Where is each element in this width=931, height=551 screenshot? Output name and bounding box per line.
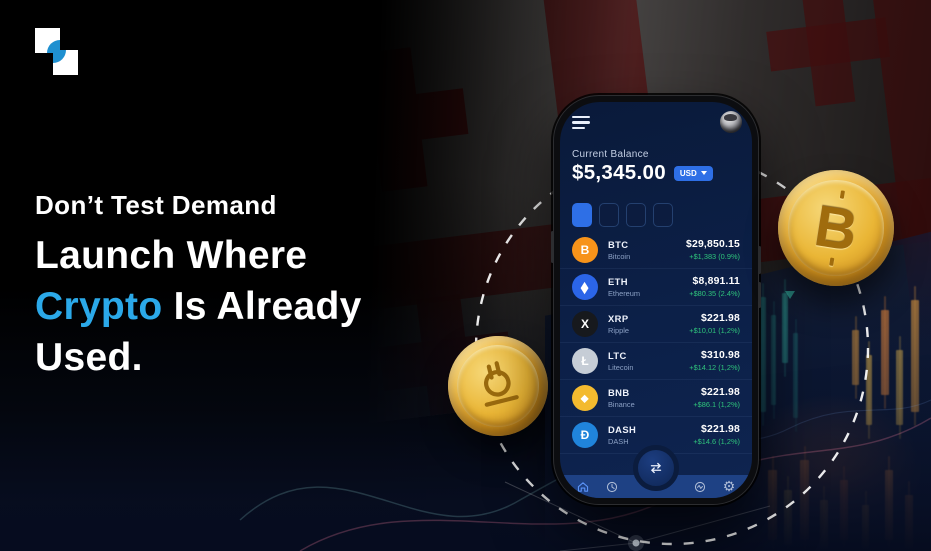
- asset-symbol: BNB: [608, 387, 630, 398]
- asset-filter-tab[interactable]: [653, 203, 673, 227]
- asset-symbol: XRP: [608, 313, 629, 324]
- balance-value: $5,345.00: [572, 161, 666, 184]
- asset-change: +$86.1 (1,2%): [693, 400, 740, 409]
- xrp-icon: X: [572, 311, 598, 337]
- headline-line4: Used.: [35, 336, 143, 379]
- bitcoin-gold-coin: B: [778, 170, 894, 286]
- phone-mockup: Current Balance $5,345.00 USD B BTC Bitc…: [551, 95, 761, 505]
- asset-row[interactable]: ◆ BNB Binance $221.98 +$86.1 (1,2%): [560, 380, 752, 417]
- asset-filter-tab[interactable]: [599, 203, 619, 227]
- user-avatar[interactable]: [720, 111, 742, 133]
- asset-name: Bitcoin: [608, 252, 631, 261]
- headline-line3: Crypto Is Already: [35, 281, 362, 332]
- asset-row[interactable]: Ł LTC Litecoin $310.98 +$14.12 (1,2%): [560, 343, 752, 380]
- asset-filter-tab[interactable]: [572, 203, 592, 227]
- asset-price: $221.98: [701, 424, 740, 435]
- eth-icon: ◆: [572, 274, 598, 300]
- asset-row[interactable]: B BTC Bitcoin $29,850.15 +$1,383 (0.9%): [560, 232, 752, 269]
- asset-price: $221.98: [701, 313, 740, 324]
- asset-name: Binance: [608, 400, 635, 409]
- bitcoin-symbol-icon: B: [810, 189, 862, 266]
- asset-symbol: BTC: [608, 239, 629, 250]
- asset-name: Ethereum: [608, 289, 641, 298]
- swap-button[interactable]: [633, 445, 679, 491]
- headline-line2: Launch Where: [35, 234, 308, 277]
- asset-price: $310.98: [701, 350, 740, 361]
- headline-highlight: Crypto: [35, 285, 163, 328]
- currency-selector[interactable]: USD: [673, 165, 713, 181]
- asset-symbol: DASH: [608, 424, 637, 435]
- asset-name: Litecoin: [608, 363, 634, 372]
- headline-line1: Don’t Test Demand: [35, 190, 277, 220]
- swap-arrows-icon: [650, 462, 662, 474]
- asset-symbol: ETH: [608, 276, 628, 287]
- asset-price: $29,850.15: [685, 239, 740, 250]
- hamburger-menu-icon[interactable]: [572, 116, 590, 132]
- lari-symbol-icon: [484, 361, 519, 407]
- dash-icon: Đ: [572, 422, 598, 448]
- asset-change: +$1,383 (0.9%): [689, 252, 740, 261]
- asset-name: Ripple: [608, 326, 629, 335]
- history-clock-icon[interactable]: [605, 480, 619, 494]
- asset-price: $8,891.11: [692, 276, 740, 287]
- asset-change: +$14.12 (1,2%): [689, 363, 740, 372]
- asset-row[interactable]: ◆ ETH Ethereum $8,891.11 +$80.35 (2.4%): [560, 269, 752, 306]
- brand-logo-squares-icon: [35, 28, 81, 75]
- asset-list: B BTC Bitcoin $29,850.15 +$1,383 (0.9%) …: [560, 232, 752, 454]
- balance-label: Current Balance: [572, 149, 649, 160]
- asset-filter-tabs: [572, 203, 752, 227]
- asset-filter-tab[interactable]: [626, 203, 646, 227]
- ltc-icon: Ł: [572, 348, 598, 374]
- home-icon[interactable]: [576, 480, 590, 494]
- asset-price: $221.98: [701, 387, 740, 398]
- headline: Don’t Test Demand Launch Where Crypto Is…: [35, 190, 362, 383]
- asset-change: +$14.6 (1,2%): [693, 437, 740, 446]
- headline-line3-rest: Is Already: [173, 285, 362, 328]
- asset-change: +$10,01 (1,2%): [689, 326, 740, 335]
- btc-icon: B: [572, 237, 598, 263]
- asset-change: +$80.35 (2.4%): [689, 289, 740, 298]
- markets-activity-icon[interactable]: [693, 480, 707, 494]
- bnb-icon: ◆: [572, 385, 598, 411]
- currency-value: USD: [679, 168, 697, 178]
- asset-symbol: LTC: [608, 350, 627, 361]
- asset-row[interactable]: X XRP Ripple $221.98 +$10,01 (1,2%): [560, 306, 752, 343]
- app-screen: Current Balance $5,345.00 USD B BTC Bitc…: [560, 102, 752, 498]
- settings-gear-icon[interactable]: ⚙: [722, 478, 736, 494]
- chevron-down-icon: [700, 171, 707, 175]
